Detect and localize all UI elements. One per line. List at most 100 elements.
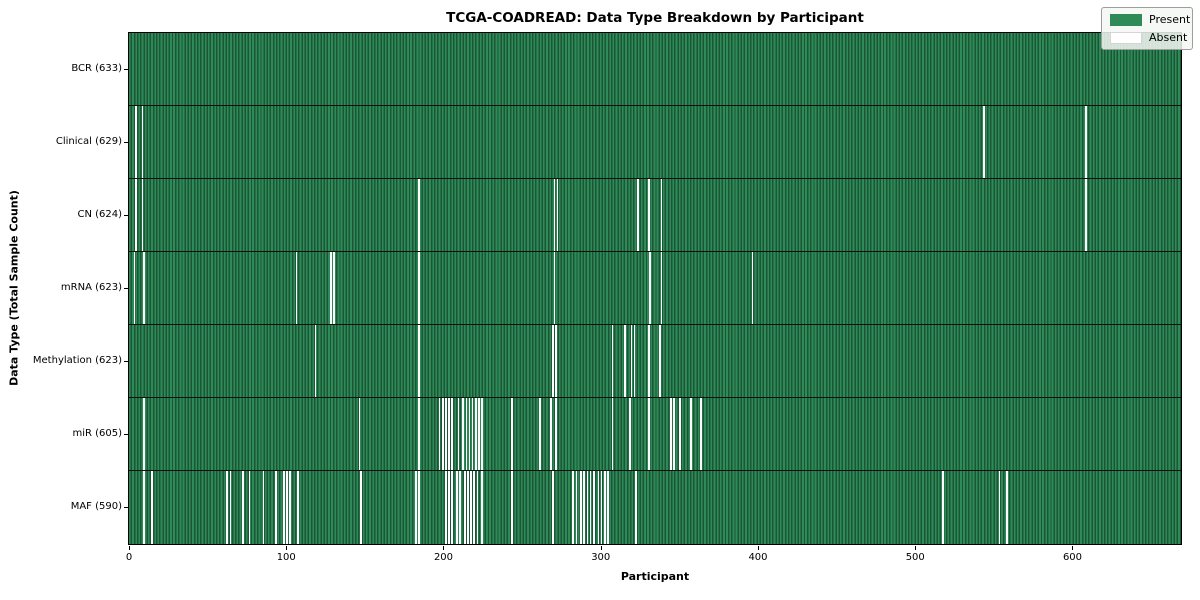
absent-gap — [556, 179, 559, 251]
absent-gap — [462, 398, 465, 470]
absent-gap — [441, 398, 444, 470]
absent-gap — [451, 471, 454, 544]
absent-gap — [647, 179, 650, 251]
absent-gap — [314, 325, 317, 397]
absent-gap — [690, 398, 693, 470]
y-tick-label: BCR (633) — [71, 62, 122, 74]
absent-gap — [586, 471, 589, 544]
y-tick-mark — [124, 68, 128, 70]
absent-gap — [473, 471, 476, 544]
heatmap-row-mrna — [129, 252, 1181, 325]
absent-gap — [611, 325, 614, 397]
present-swatch — [1110, 13, 1142, 26]
absent-gap — [647, 325, 650, 397]
absent-gap — [445, 398, 447, 470]
x-tick-label: 400 — [748, 552, 768, 563]
x-tick-mark — [600, 546, 602, 550]
absent-gap — [580, 471, 582, 544]
y-tick-mark — [124, 433, 128, 435]
absent-gap — [592, 471, 595, 544]
absent-gap — [463, 471, 466, 544]
x-tick-label: 0 — [125, 552, 133, 563]
absent-gap — [333, 252, 336, 324]
absent-gap — [982, 106, 985, 178]
absent-gap — [358, 398, 361, 470]
x-tick-mark — [129, 546, 130, 550]
absent-gap — [679, 398, 682, 470]
absent-gap — [330, 252, 332, 324]
absent-gap — [583, 471, 586, 544]
absent-gap — [465, 398, 468, 470]
y-tick-mark — [124, 287, 128, 289]
absent-gap — [457, 398, 460, 470]
absent-gap — [286, 471, 288, 544]
absent-gap — [141, 106, 144, 178]
absent-gap — [552, 471, 554, 544]
absent-gap — [471, 398, 474, 470]
legend-entry-absent: Absent — [1110, 31, 1188, 44]
legend-present-label: Present — [1149, 13, 1191, 26]
absent-gap — [143, 398, 145, 470]
absent-gap — [418, 398, 421, 470]
absent-swatch — [1110, 31, 1142, 44]
absent-gap — [699, 398, 702, 470]
y-tick-mark — [124, 506, 128, 508]
absent-gap — [553, 179, 556, 251]
absent-gap — [673, 398, 675, 470]
y-tick-label: MAF (590) — [70, 500, 122, 512]
y-tick-label: Methylation (623) — [32, 354, 122, 366]
absent-gap — [539, 398, 542, 470]
absent-gap — [262, 471, 265, 544]
absent-gap — [448, 471, 450, 544]
chart-title: TCGA-COADREAD: Data Type Breakdown by Pa… — [446, 10, 864, 26]
absent-gap — [226, 471, 229, 544]
absent-gap — [470, 471, 472, 544]
x-axis-label: Participant — [620, 570, 690, 583]
absent-gap — [649, 252, 652, 324]
absent-gap — [555, 325, 557, 397]
y-tick-label: Clinical (629) — [55, 135, 122, 147]
absent-gap — [600, 471, 603, 544]
y-tick-label: mRNA (623) — [60, 281, 122, 293]
legend-absent-label: Absent — [1149, 31, 1188, 44]
absent-gap — [555, 398, 557, 470]
absent-gap — [229, 471, 232, 544]
absent-gap — [418, 252, 421, 324]
x-tick-mark — [915, 546, 917, 550]
absent-gap — [418, 179, 421, 251]
legend: Present Absent — [1101, 7, 1193, 50]
absent-gap — [630, 325, 633, 397]
y-tick-mark — [124, 214, 128, 216]
absent-gap — [474, 398, 477, 470]
absent-gap — [552, 325, 554, 397]
heatmap-plot — [128, 32, 1182, 545]
absent-gap — [660, 179, 663, 251]
x-tick-mark — [286, 546, 288, 550]
absent-gap — [141, 179, 144, 251]
absent-gap — [467, 471, 469, 544]
absent-gap — [607, 471, 609, 544]
absent-gap — [445, 471, 447, 544]
x-tick-label: 600 — [1062, 552, 1083, 563]
y-tick-label: CN (624) — [77, 208, 122, 220]
heatmap-row-bcr — [129, 33, 1181, 106]
absent-gap — [468, 398, 471, 470]
absent-gap — [135, 179, 137, 251]
x-tick-label: 100 — [276, 552, 296, 563]
heatmap-row-maf — [129, 471, 1181, 544]
absent-gap — [242, 471, 244, 544]
absent-gap — [360, 471, 362, 544]
y-tick-label: miR (605) — [72, 427, 122, 439]
absent-gap — [998, 471, 1001, 544]
x-tick-mark — [1072, 546, 1074, 550]
absent-gap — [660, 252, 663, 324]
absent-gap — [297, 471, 299, 544]
absent-gap — [658, 325, 661, 397]
absent-gap — [476, 471, 479, 544]
absent-gap — [151, 471, 153, 544]
absent-gap — [624, 325, 627, 397]
absent-gap — [511, 398, 513, 470]
absent-gap — [481, 471, 483, 544]
x-tick-mark — [757, 546, 759, 550]
